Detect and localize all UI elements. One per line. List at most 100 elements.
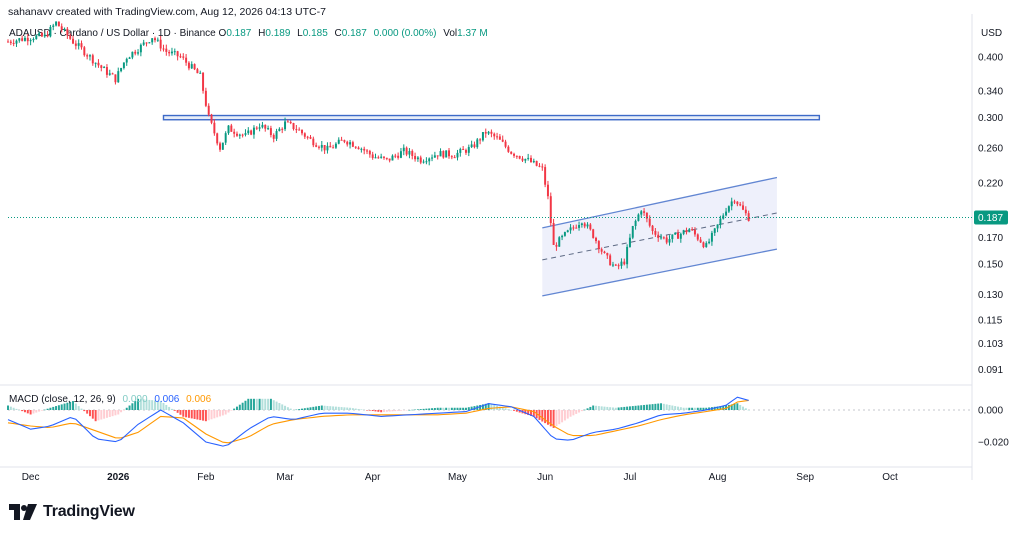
candle-body: [566, 230, 569, 233]
candle-body: [97, 62, 100, 66]
macd-histogram-bar: [439, 407, 442, 410]
macd-histogram-bar: [623, 406, 626, 410]
candle-body: [535, 160, 538, 166]
candle-body: [187, 62, 190, 69]
macd-histogram-bar: [744, 408, 747, 410]
candle-body: [162, 48, 165, 50]
macd-histogram-bar: [730, 404, 733, 410]
candle-body: [66, 28, 69, 36]
time-axis-tick-label: Mar: [276, 472, 294, 483]
candle-body: [555, 244, 558, 247]
macd-histogram-bar: [337, 406, 340, 410]
macd-histogram-bar: [156, 400, 159, 410]
candle-body: [405, 147, 408, 155]
candle-body: [744, 209, 747, 214]
candle-body: [580, 223, 583, 226]
candle-body: [26, 37, 29, 42]
macd-histogram-bar: [558, 410, 561, 425]
candle-body: [651, 225, 654, 231]
macd-histogram-bar: [425, 408, 428, 410]
macd-histogram-bar: [320, 405, 323, 410]
macd-histogram-bar: [204, 410, 207, 422]
macd-histogram-bar: [671, 405, 674, 410]
time-axis-tick-label: Sep: [796, 472, 814, 483]
candle-body: [38, 33, 41, 36]
macd-histogram-bar: [586, 408, 589, 410]
candle-body: [685, 230, 688, 233]
macd-histogram-bar: [317, 405, 320, 410]
candle-body: [306, 136, 309, 138]
candle-body: [100, 65, 103, 68]
candle-body: [473, 144, 476, 148]
candle-body: [411, 150, 414, 156]
candle-body: [374, 157, 377, 159]
macd-histogram-bar: [83, 410, 86, 412]
time-axis-tick-label: Apr: [365, 472, 381, 483]
macd-histogram-bar: [431, 408, 434, 410]
candle-body: [705, 243, 708, 248]
symbol-name[interactable]: ADAUSD · Cardano / US Dollar · 1D · Bina…: [9, 28, 216, 39]
macd-histogram-bar: [414, 409, 417, 411]
macd-histogram-bar: [380, 410, 383, 413]
candle-body: [592, 229, 595, 238]
price-axis-tick-label: 0.130: [978, 290, 1003, 301]
candle-body: [91, 55, 94, 64]
candle-body: [747, 213, 750, 221]
candle-body: [148, 42, 151, 44]
candle-body: [371, 154, 374, 158]
candle-body: [730, 201, 733, 207]
candle-body: [493, 133, 496, 137]
macd-histogram-bar: [12, 407, 15, 410]
candle-body: [275, 131, 278, 139]
tradingview-logo[interactable]: TradingView: [9, 503, 135, 521]
macd-histogram-bar: [501, 407, 504, 410]
macd-histogram-bar: [298, 409, 301, 410]
candle-body: [284, 121, 287, 130]
candle-body: [60, 26, 63, 30]
macd-histogram-bar: [716, 406, 719, 410]
macd-histogram-bar: [504, 408, 507, 410]
candle-body: [29, 40, 32, 42]
macd-histogram-bar: [606, 406, 609, 410]
candle-body: [329, 145, 332, 148]
candle-body: [742, 205, 745, 210]
macd-histogram-bar: [151, 400, 154, 410]
candle-body: [586, 224, 589, 227]
macd-histogram-bar: [374, 410, 377, 412]
candle-body: [442, 151, 445, 158]
channel-lower-line: [542, 248, 778, 297]
macd-histogram-bar: [267, 398, 270, 410]
time-axis-tick-label: Dec: [22, 472, 40, 483]
candle-body: [713, 228, 716, 233]
macd-label[interactable]: MACD (close, 12, 26, 9): [9, 394, 116, 405]
candle-body: [422, 161, 425, 163]
macd-histogram-bar: [142, 399, 145, 410]
macd-histogram-bar: [35, 410, 38, 413]
candle-body: [250, 130, 253, 135]
candle-body: [247, 130, 250, 134]
macd-histogram-bar: [213, 410, 216, 419]
candle-body: [301, 129, 303, 134]
macd-histogram-bar: [617, 407, 620, 410]
price-axis-tick-label: 0.300: [978, 113, 1003, 124]
macd-histogram-bar: [114, 410, 117, 416]
candle-body: [402, 147, 405, 152]
macd-histogram-bar: [665, 404, 668, 410]
macd-histogram-bar: [244, 400, 247, 410]
macd-histogram-bar: [182, 410, 185, 417]
candle-body: [105, 67, 108, 75]
candle-body: [575, 227, 578, 229]
candle-body: [597, 241, 600, 250]
signal-line: [7, 399, 749, 444]
macd-histogram-bar: [722, 405, 725, 410]
time-axis-tick-label: May: [448, 472, 467, 483]
open-value: 0.187: [226, 28, 252, 39]
candle-body: [366, 150, 369, 152]
candle-body: [142, 42, 145, 45]
macd-histogram-bar: [252, 398, 255, 410]
macd-histogram-bar: [462, 407, 465, 410]
candle-body: [176, 51, 179, 57]
macd-histogram-bar: [21, 410, 24, 412]
macd-histogram-bar: [742, 406, 745, 410]
